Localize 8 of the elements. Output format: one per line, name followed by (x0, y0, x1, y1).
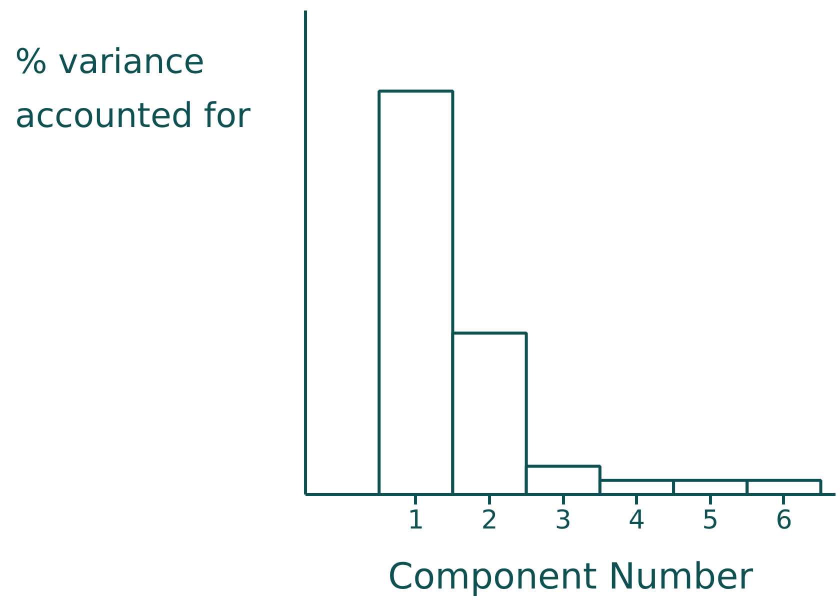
x-tick-label: 2 (481, 506, 498, 536)
x-axis-title: Component Number (388, 556, 754, 598)
x-tick-label: 3 (554, 506, 572, 536)
x-tick-label: 6 (776, 506, 792, 536)
x-tick-label: 5 (702, 506, 719, 536)
y-axis-title: % variance accounted for (15, 41, 252, 138)
x-tick-label: 1 (408, 506, 424, 536)
x-tick-label: 4 (628, 506, 646, 536)
